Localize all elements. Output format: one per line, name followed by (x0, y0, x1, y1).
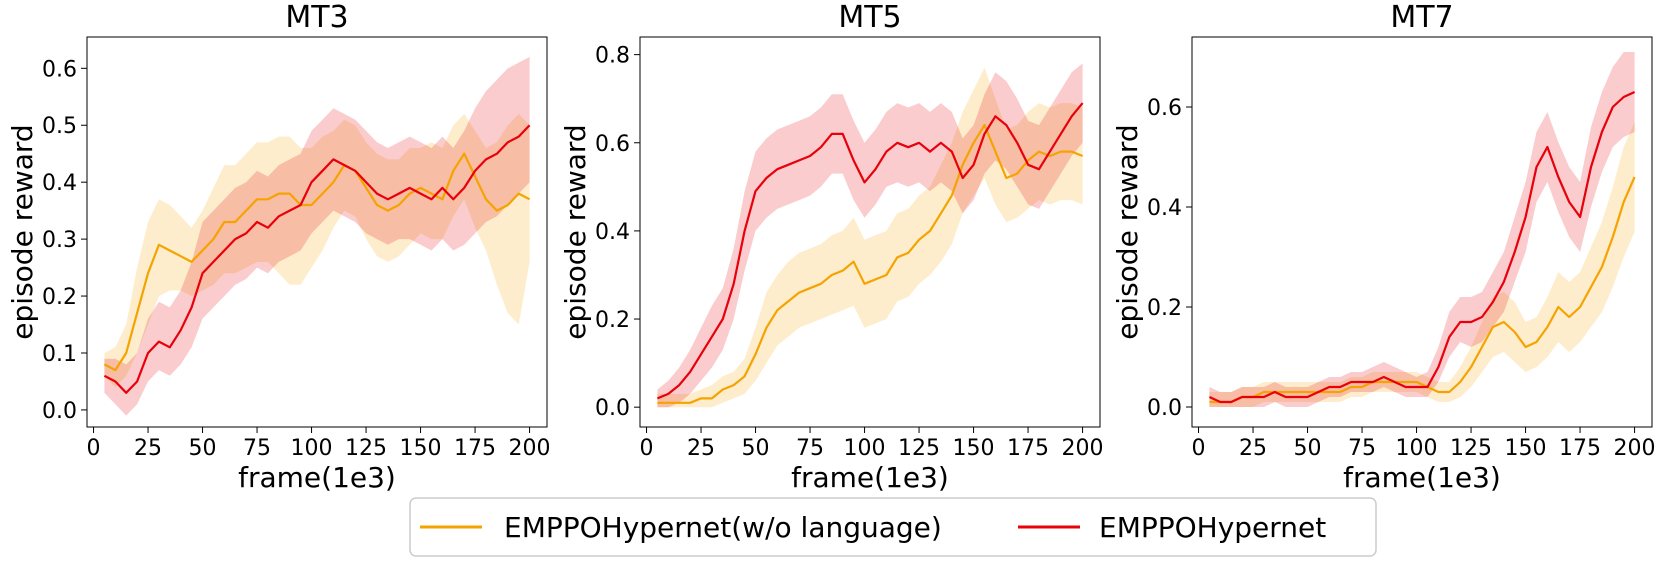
x-tick-label: 0 (640, 436, 654, 461)
confidence-band-hypernet (1209, 52, 1635, 407)
x-tick-label: 75 (796, 436, 824, 461)
series-line-hypernet (656, 102, 1084, 400)
y-tick-label: 0.4 (595, 220, 630, 245)
x-tick-label: 175 (1559, 436, 1601, 461)
y-tick-label: 0.3 (42, 228, 77, 253)
y-tick-label: 0.5 (42, 114, 77, 139)
x-tick-label: 100 (1396, 436, 1438, 461)
chart-title: MT7 (1390, 0, 1453, 35)
x-tick-label: 125 (1450, 436, 1492, 461)
x-tick-label: 150 (953, 436, 995, 461)
x-axis-title: frame(1e3) (238, 461, 396, 494)
confidence-band-hypernet (657, 63, 1083, 408)
x-axis-title: frame(1e3) (791, 461, 949, 494)
x-tick-label: 175 (454, 436, 496, 461)
confidence-band-hypernet (104, 56, 530, 416)
plot-frame (639, 36, 1101, 428)
x-tick-label: 0 (87, 436, 101, 461)
x-tick-label: 25 (687, 436, 715, 461)
y-tick-label: 0.8 (595, 44, 630, 69)
series-line-hypernet (103, 124, 531, 394)
chart-title: MT5 (838, 0, 901, 35)
x-axis-title: frame(1e3) (1343, 461, 1501, 494)
y-tick-label: 0.2 (1147, 296, 1182, 321)
x-tick-label: 200 (509, 436, 551, 461)
chart-panels: MT3 0 25 50 75 100 125 150 175 200 0.0 0.1 0.2 0.3 0.4… (6, 0, 1656, 494)
plot-frame (1191, 36, 1653, 428)
x-tick-label: 0 (1192, 436, 1206, 461)
x-tick-label: 200 (1062, 436, 1104, 461)
y-tick-label: 0.0 (42, 399, 77, 424)
chart-title: MT3 (285, 0, 348, 35)
confidence-band-without-language (657, 67, 1083, 408)
y-tick-label: 0.0 (1147, 396, 1182, 421)
plot-frame (86, 36, 548, 428)
chart-panel-mt5: MT5 0 25 50 75 100 125 150 175 200 0.0 0.2 0.4 0.6 0.8… (559, 0, 1104, 494)
series-line-without-language (103, 152, 531, 372)
y-tick-label: 0.2 (42, 285, 77, 310)
y-axis-title: episode reward (6, 124, 39, 339)
legend-frame (409, 497, 1377, 557)
y-axis-title: episode reward (559, 124, 592, 339)
x-tick-label: 125 (345, 436, 387, 461)
y-tick-label: 0.2 (595, 308, 630, 333)
y-tick-label: 0.0 (595, 396, 630, 421)
x-tick-label: 100 (291, 436, 333, 461)
series-line-without-language (1209, 176, 1636, 404)
x-tick-label: 25 (134, 436, 162, 461)
x-tick-label: 125 (898, 436, 940, 461)
x-tick-label: 175 (1007, 436, 1049, 461)
legend-label-without-language: EMPPOHypernet(w/o language) (504, 511, 942, 544)
y-axis-title: episode reward (1111, 124, 1144, 339)
x-tick-label: 200 (1614, 436, 1656, 461)
x-tick-label: 150 (400, 436, 442, 461)
series-line-without-language (657, 123, 1084, 404)
y-tick-label: 0.6 (42, 57, 77, 82)
chart-panel-mt3: MT3 0 25 50 75 100 125 150 175 200 0.0 0.1 0.2 0.3 0.4… (6, 0, 551, 494)
x-tick-label: 75 (1348, 436, 1376, 461)
x-tick-label: 50 (1294, 436, 1322, 461)
series-line-hypernet (1208, 91, 1636, 404)
x-tick-label: 50 (189, 436, 217, 461)
legend: EMPPOHypernet(w/o language) EMPPOHyperne… (409, 497, 1377, 557)
x-tick-label: 150 (1505, 436, 1547, 461)
x-tick-label: 100 (844, 436, 886, 461)
y-tick-label: 0.4 (1147, 196, 1182, 221)
x-tick-label: 50 (742, 436, 770, 461)
confidence-band-without-language (104, 113, 530, 388)
confidence-band-without-language (1209, 122, 1635, 407)
y-tick-label: 0.1 (42, 342, 77, 367)
chart-panel-mt7: MT7 0 25 50 75 100 125 150 175 200 0.0 0.2 0.4 0.6 fra… (1111, 0, 1656, 494)
legend-label-hypernet: EMPPOHypernet (1099, 511, 1326, 544)
y-tick-label: 0.4 (42, 171, 77, 196)
x-tick-label: 75 (243, 436, 271, 461)
x-tick-label: 25 (1239, 436, 1267, 461)
y-tick-label: 0.6 (595, 132, 630, 157)
y-tick-label: 0.6 (1147, 96, 1182, 121)
